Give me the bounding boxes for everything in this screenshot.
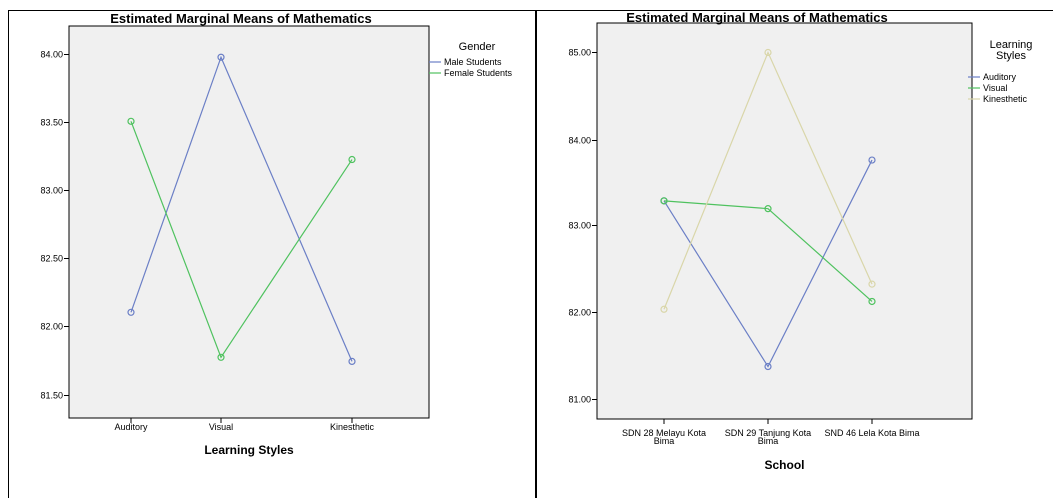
x-tick-label: Bima: [758, 436, 779, 446]
legend-title: Learning: [990, 39, 1033, 51]
y-tick-label: 84.00: [40, 50, 63, 60]
y-tick-label: 83.50: [40, 118, 63, 128]
data-point: [348, 357, 356, 365]
legend-title: Styles: [996, 50, 1026, 62]
chart-panel-gender: Estimated Marginal Means of Mathematics 8…: [8, 10, 536, 498]
x-axis-label: School: [764, 458, 804, 472]
data-point: [660, 197, 668, 205]
legend-label: Visual: [983, 83, 1007, 93]
data-point: [868, 297, 876, 306]
y-tick-label: 82.50: [40, 254, 63, 264]
data-point: [217, 353, 225, 361]
series-line-0: [130, 55, 353, 362]
chart-title: Estimated Marginal Means of Mathematics: [626, 10, 888, 25]
y-tick-label: 81.50: [40, 391, 63, 401]
y-tick-label: 83.00: [40, 186, 63, 196]
data-point: [660, 305, 668, 313]
y-tick-label: 84.00: [568, 136, 591, 146]
chart-title: Estimated Marginal Means of Mathematics: [110, 11, 372, 26]
y-tick-label: 85.00: [568, 48, 591, 58]
chart-panel-school: Estimated Marginal Means of Mathematics 8…: [536, 10, 1053, 498]
x-tick-label: Visual: [209, 422, 233, 432]
plot-area: [596, 22, 973, 420]
legend-title: Gender: [459, 41, 496, 53]
data-point: [764, 362, 772, 371]
data-point: [764, 48, 772, 57]
y-tick-label: 82.00: [40, 322, 63, 332]
x-tick-label: SDN 28 Melayu Kota: [622, 428, 706, 438]
data-point: [868, 156, 876, 164]
series-line-1: [130, 121, 353, 359]
legend-label: Male Students: [444, 57, 502, 67]
series-line-2: [663, 50, 873, 310]
series-line-1: [663, 200, 873, 302]
chart-school-svg: Estimated Marginal Means of Mathematics 8…: [568, 10, 1033, 472]
legend-label: Kinesthetic: [983, 94, 1028, 104]
y-tick-label: 82.00: [568, 308, 591, 318]
data-point: [127, 308, 135, 316]
x-axis-label: Learning Styles: [204, 443, 294, 457]
x-tick-label: Auditory: [114, 422, 148, 432]
data-point: [127, 117, 135, 125]
x-tick-label: SND 46 Lela Kota Bima: [824, 428, 919, 438]
data-point: [764, 205, 772, 213]
chart-gender-svg: Estimated Marginal Means of Mathematics 8…: [40, 11, 513, 457]
y-tick-label: 83.00: [568, 221, 591, 231]
plot-area: [68, 25, 430, 419]
y-tick-label: 81.00: [568, 395, 591, 405]
data-point: [868, 280, 876, 288]
data-point: [348, 155, 356, 164]
x-tick-label: Kinesthetic: [330, 422, 375, 432]
series-line-0: [663, 159, 873, 368]
data-point: [217, 53, 225, 61]
x-tick-label: SDN 29 Tanjung Kota: [725, 428, 811, 438]
legend-label: Female Students: [444, 68, 513, 78]
legend-label: Auditory: [983, 72, 1017, 82]
x-tick-label: Bima: [654, 436, 675, 446]
